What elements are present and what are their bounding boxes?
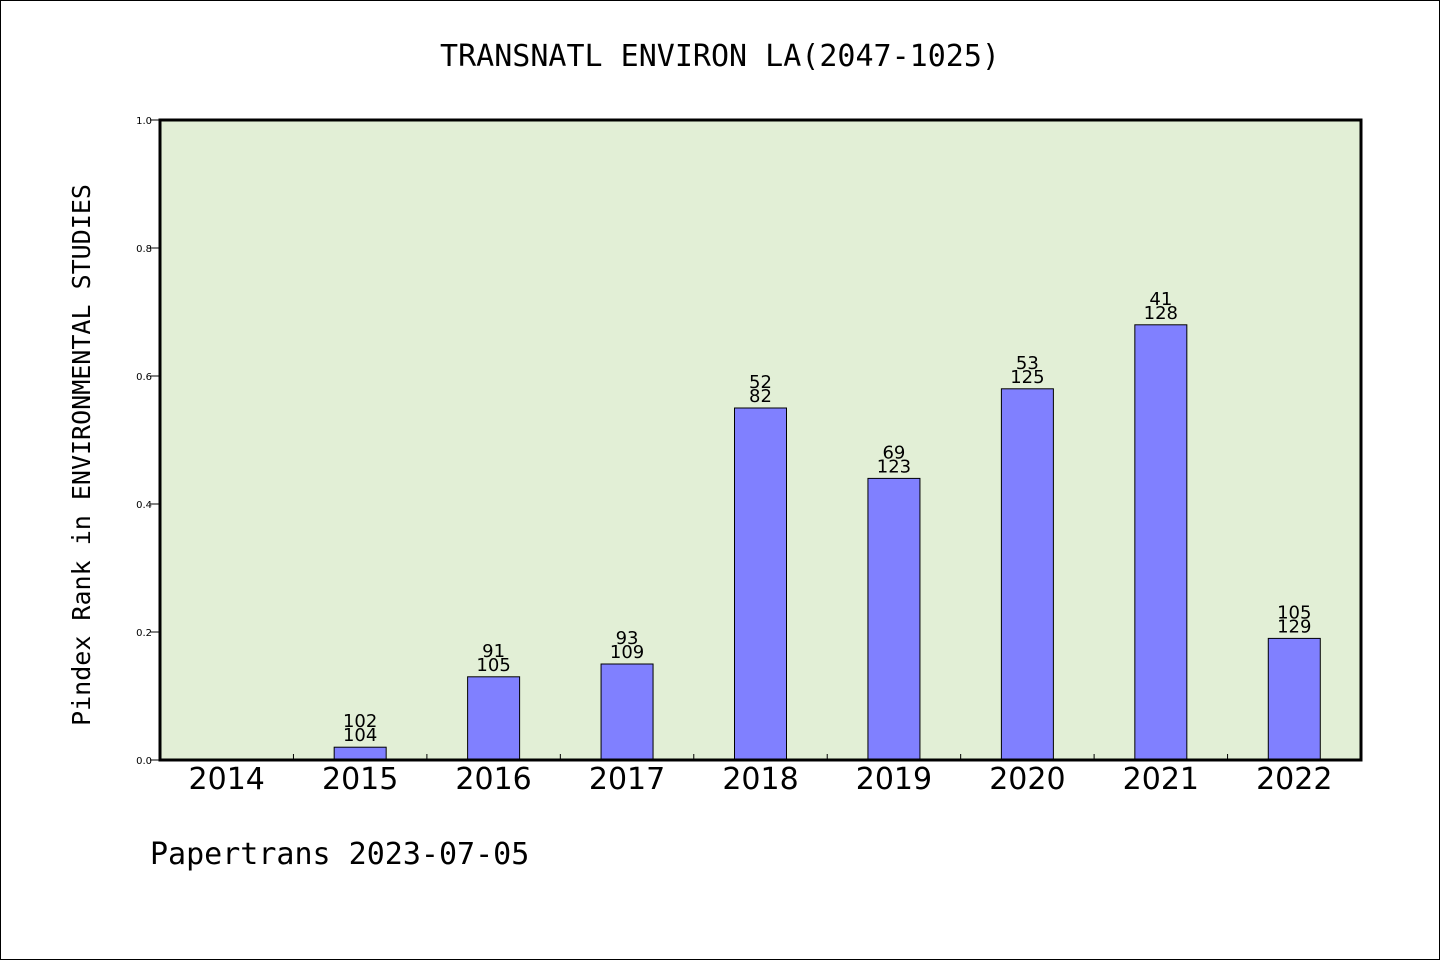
bar-label-top: 52: [749, 372, 772, 393]
bar-2017: [600, 663, 654, 761]
x-tick-label: 2020: [989, 762, 1065, 797]
bar-series: 1021049110593109528269123531254112810512…: [333, 289, 1321, 761]
bar-label-bottom: 105: [476, 655, 510, 676]
bar-label-top: 91: [482, 641, 505, 662]
bar-label-top: 105: [1277, 602, 1311, 623]
bar-label-top: 69: [882, 442, 905, 463]
bar-label-bottom: 123: [877, 456, 911, 477]
y-tick-label: 0.2: [136, 628, 152, 639]
x-tick-label: 2014: [189, 762, 265, 797]
y-axis-label: Pindex Rank in ENVIRONMENTAL STUDIES: [67, 184, 96, 726]
bar-2020: [1000, 388, 1054, 761]
bar-label-bottom: 125: [1010, 367, 1044, 388]
bar-2016: [467, 676, 521, 761]
bar-label-top: 41: [1149, 289, 1172, 310]
footer-credit: Papertrans 2023-07-05: [150, 837, 529, 872]
bar-label-bottom: 129: [1277, 616, 1311, 637]
x-axis: 2014 2015 2016 2017 2018 2019 2020 2021 2022: [189, 754, 1332, 797]
x-tick-label: 2018: [722, 762, 798, 797]
bar-label-top: 53: [1016, 353, 1039, 374]
x-tick-label: 2022: [1256, 762, 1332, 797]
bar-label-bottom: 82: [749, 386, 772, 407]
x-tick-label: 2021: [1123, 762, 1199, 797]
bar-2021: [1134, 324, 1188, 761]
y-tick-label: 1.0: [136, 116, 152, 127]
y-axis: 0.0 0.2 0.4 0.6 0.8 1.0: [136, 116, 160, 767]
bar-label-bottom: 109: [610, 642, 644, 663]
bar-2019: [867, 477, 921, 761]
plot-border: [158, 118, 1363, 762]
bar-2018: [734, 407, 787, 761]
x-tick-label: 2019: [856, 762, 932, 797]
y-tick-label: 0.0: [136, 756, 152, 767]
x-tick-label: 2017: [589, 762, 665, 797]
x-tick-label: 2015: [322, 762, 398, 797]
y-tick-label: 0.6: [136, 372, 152, 383]
y-tick-label: 0.8: [136, 244, 152, 255]
bar-label-top: 93: [616, 628, 639, 649]
bar-label-bottom: 128: [1144, 303, 1178, 324]
bar-2015: [333, 746, 387, 761]
chart-title: TRANSNATL ENVIRON LA(2047-1025): [440, 39, 1000, 74]
y-tick-label: 0.4: [136, 500, 152, 511]
bar-2022: [1267, 637, 1321, 761]
x-tick-label: 2016: [455, 762, 531, 797]
bar-label-bottom: 104: [343, 725, 377, 746]
bar-label-top: 102: [343, 711, 377, 732]
